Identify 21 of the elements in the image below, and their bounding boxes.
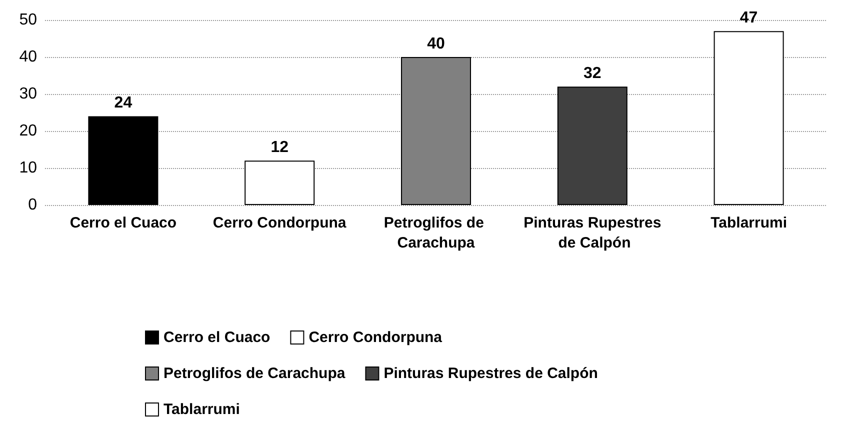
x-tick-label: Pinturas Rupestres de Calpón xyxy=(524,214,662,252)
legend-label: Petroglifos de Carachupa xyxy=(164,365,346,382)
data-label: 40 xyxy=(427,36,445,52)
x-tick-label: Tablarrumi xyxy=(710,214,788,232)
x-tick-label: Cerro Condorpuna xyxy=(212,214,347,232)
legend-label: Tablarrumi xyxy=(164,401,240,418)
y-tick-label: 20 xyxy=(19,122,38,140)
data-label: 24 xyxy=(114,94,132,112)
x-tick-label: Cerro el Cuaco xyxy=(70,214,177,232)
y-tick-label: 50 xyxy=(19,12,38,28)
data-label: 47 xyxy=(740,10,758,27)
x-tick-label: Petroglifos de Carachupa xyxy=(384,214,488,252)
y-tick-label: 0 xyxy=(28,196,38,214)
data-label: 12 xyxy=(270,139,289,156)
y-tick-label: 30 xyxy=(19,86,38,102)
y-tick-label: 10 xyxy=(19,160,38,176)
y-tick-label: 40 xyxy=(19,48,38,66)
legend-label: Pinturas Rupestres de Calpón xyxy=(384,365,598,382)
data-label: 32 xyxy=(584,65,602,82)
legend-label: Cerro el Cuaco xyxy=(164,329,270,346)
legend-label: Cerro Condorpuna xyxy=(308,329,443,346)
